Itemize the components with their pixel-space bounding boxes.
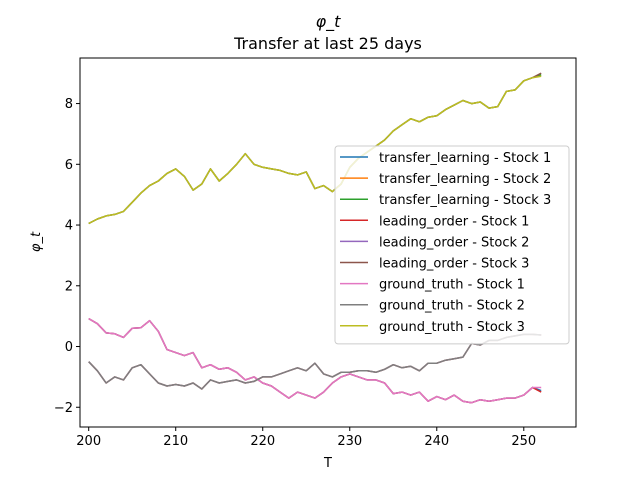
chart-title: φ_t [316,12,342,32]
series-line-8 [88,333,542,390]
y-tick-label: −2 [54,401,73,416]
legend: transfer_learning - Stock 1 transfer_lear… [334,145,570,345]
y-axis: −2 0 2 4 6 8 [54,97,80,416]
legend-label-8: ground_truth - Stock 2 [379,299,525,314]
y-tick-label: 6 [65,158,73,173]
x-tick-label: 250 [511,434,536,449]
plot-lines [88,72,542,404]
legend-box [334,145,570,345]
y-axis-label: φ_t [29,231,44,252]
x-axis-label: T [323,456,332,471]
legend-label-2: transfer_learning - Stock 2 [379,172,551,187]
chart-subtitle: Transfer at last 25 days [233,34,422,53]
legend-label-6: leading_order - Stock 3 [379,257,529,272]
axes-frame [79,57,577,428]
legend-label-9: ground_truth - Stock 3 [379,320,525,335]
y-tick-label: 2 [65,279,73,294]
x-tick-label: 230 [337,434,362,449]
x-axis: 200 210 220 230 240 250 [76,427,536,449]
legend-label-4: leading_order - Stock 1 [379,214,529,229]
x-tick-label: 240 [424,434,449,449]
x-tick-label: 220 [250,434,275,449]
legend-label-1: transfer_learning - Stock 1 [379,151,551,166]
y-tick-label: 8 [65,97,73,112]
series-line-9 [88,75,542,225]
y-tick-label: 4 [65,219,73,234]
x-tick-label: 200 [76,434,101,449]
y-tick-label: 0 [65,340,73,355]
legend-label-3: transfer_learning - Stock 3 [379,193,551,208]
x-tick-label: 210 [163,434,188,449]
legend-label-7: ground_truth - Stock 1 [379,278,525,293]
legend-label-5: leading_order - Stock 2 [379,235,529,250]
series-line-7 [88,317,542,404]
